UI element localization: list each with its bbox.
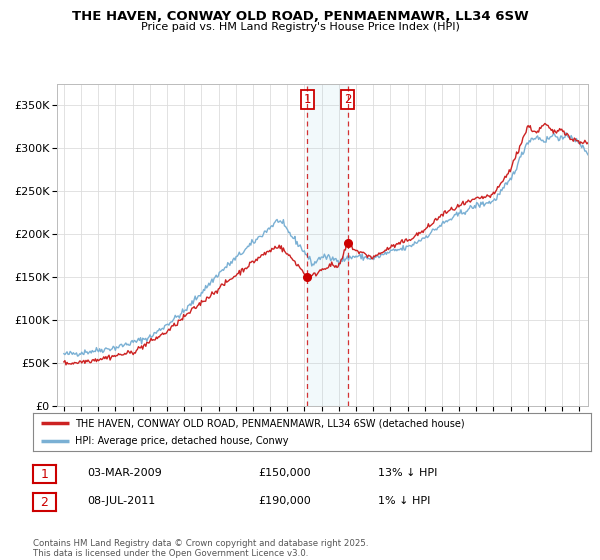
Text: Contains HM Land Registry data © Crown copyright and database right 2025.
This d: Contains HM Land Registry data © Crown c… (33, 539, 368, 558)
Text: THE HAVEN, CONWAY OLD ROAD, PENMAENMAWR, LL34 6SW (detached house): THE HAVEN, CONWAY OLD ROAD, PENMAENMAWR,… (75, 418, 464, 428)
Text: 08-JUL-2011: 08-JUL-2011 (87, 496, 155, 506)
Text: THE HAVEN, CONWAY OLD ROAD, PENMAENMAWR, LL34 6SW: THE HAVEN, CONWAY OLD ROAD, PENMAENMAWR,… (71, 10, 529, 23)
Text: 03-MAR-2009: 03-MAR-2009 (87, 468, 162, 478)
Text: 2: 2 (40, 496, 49, 508)
Text: HPI: Average price, detached house, Conwy: HPI: Average price, detached house, Conw… (75, 436, 289, 446)
Text: 2: 2 (344, 93, 352, 106)
Text: Price paid vs. HM Land Registry's House Price Index (HPI): Price paid vs. HM Land Registry's House … (140, 22, 460, 32)
Text: 1% ↓ HPI: 1% ↓ HPI (378, 496, 430, 506)
Text: £150,000: £150,000 (258, 468, 311, 478)
Text: £190,000: £190,000 (258, 496, 311, 506)
Text: 1: 1 (40, 468, 49, 480)
Text: 13% ↓ HPI: 13% ↓ HPI (378, 468, 437, 478)
Text: 1: 1 (304, 93, 311, 106)
Bar (307, 84, 348, 406)
